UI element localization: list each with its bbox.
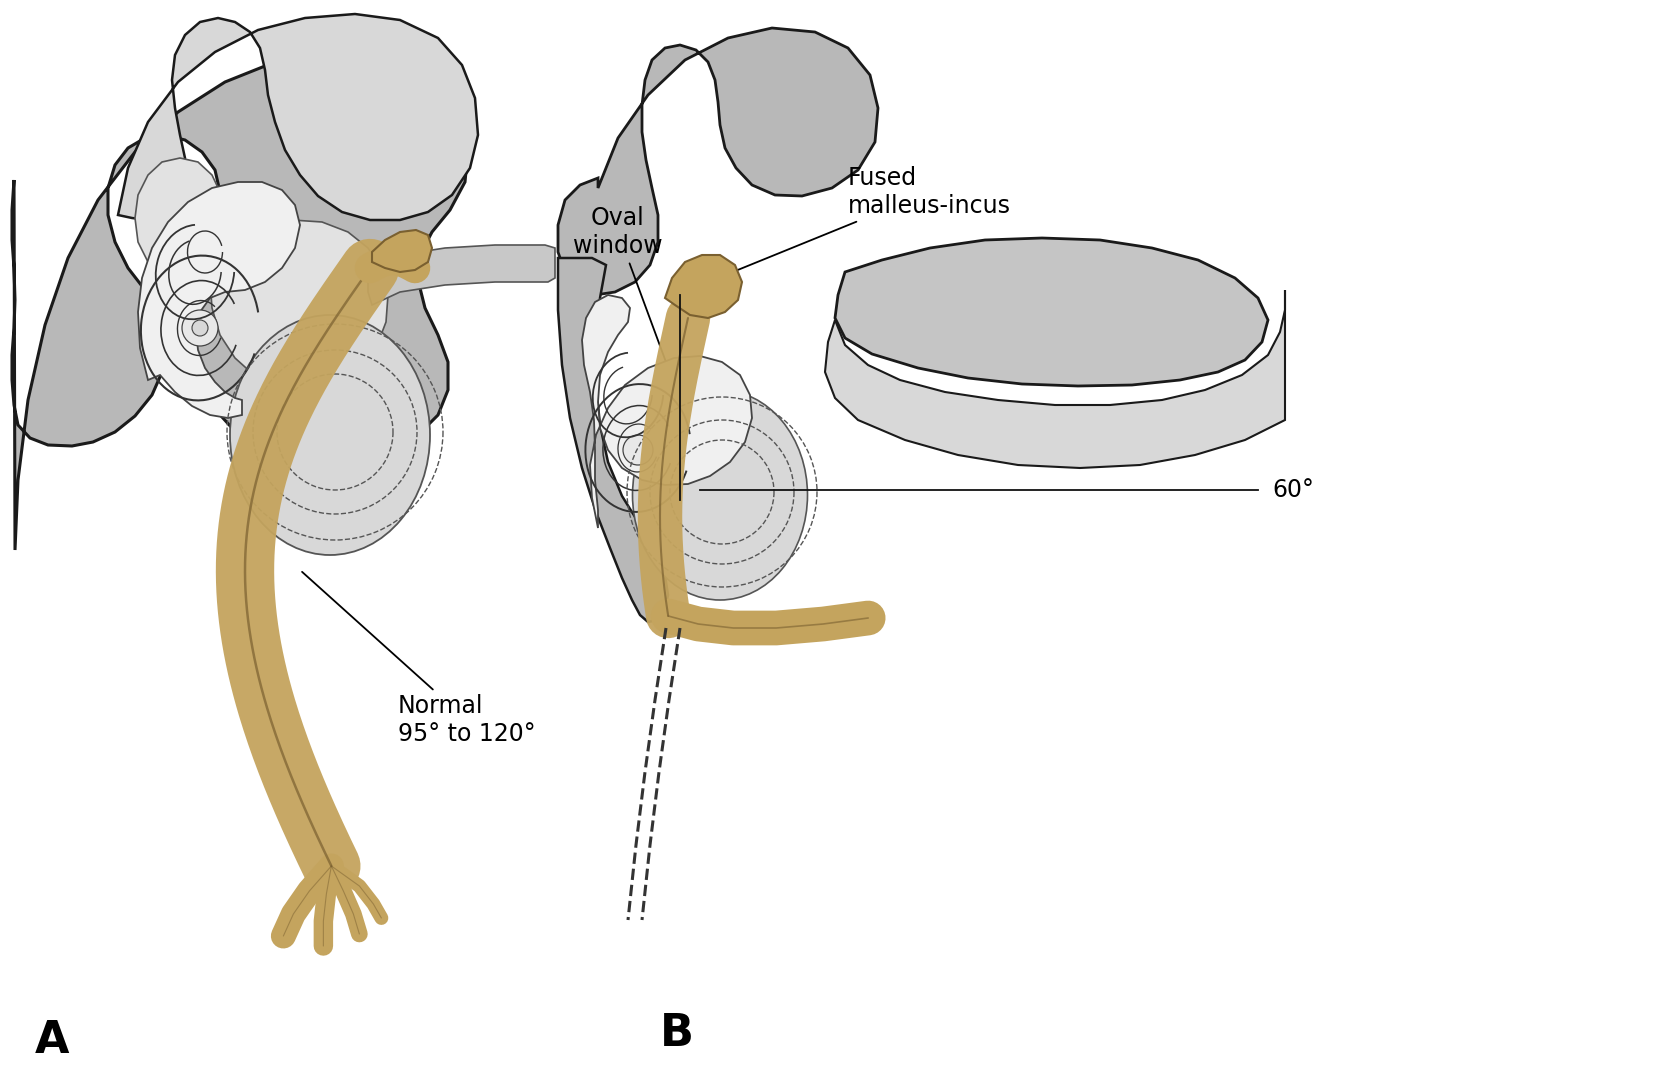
Polygon shape <box>134 158 388 388</box>
Polygon shape <box>558 28 877 295</box>
Polygon shape <box>665 255 741 318</box>
Text: Normal
95° to 120°: Normal 95° to 120° <box>302 572 536 746</box>
Polygon shape <box>371 230 432 272</box>
Polygon shape <box>558 258 667 622</box>
Polygon shape <box>12 52 467 550</box>
Ellipse shape <box>632 390 806 600</box>
Polygon shape <box>581 295 751 528</box>
Polygon shape <box>118 14 477 220</box>
Text: Fused
malleus-incus: Fused malleus-incus <box>721 166 1010 277</box>
Text: A: A <box>35 1019 69 1062</box>
Circle shape <box>192 320 208 336</box>
Polygon shape <box>835 238 1267 386</box>
Text: Oval
window: Oval window <box>573 207 679 398</box>
Text: 60°: 60° <box>1272 478 1314 502</box>
Circle shape <box>181 310 218 346</box>
Circle shape <box>623 435 652 465</box>
Ellipse shape <box>230 315 430 555</box>
Polygon shape <box>368 245 554 305</box>
Polygon shape <box>138 182 299 418</box>
Polygon shape <box>825 290 1284 468</box>
Text: B: B <box>660 1012 694 1055</box>
